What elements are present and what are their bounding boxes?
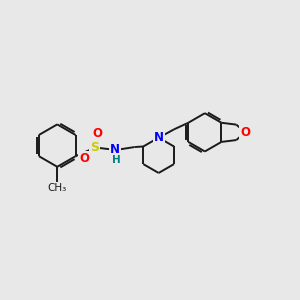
Text: CH₃: CH₃ <box>48 183 67 193</box>
Text: O: O <box>92 127 102 140</box>
Text: N: N <box>154 131 164 144</box>
Text: H: H <box>112 155 120 165</box>
Text: O: O <box>240 126 250 139</box>
Text: S: S <box>90 141 99 154</box>
Text: N: N <box>110 143 120 156</box>
Text: O: O <box>80 152 89 165</box>
